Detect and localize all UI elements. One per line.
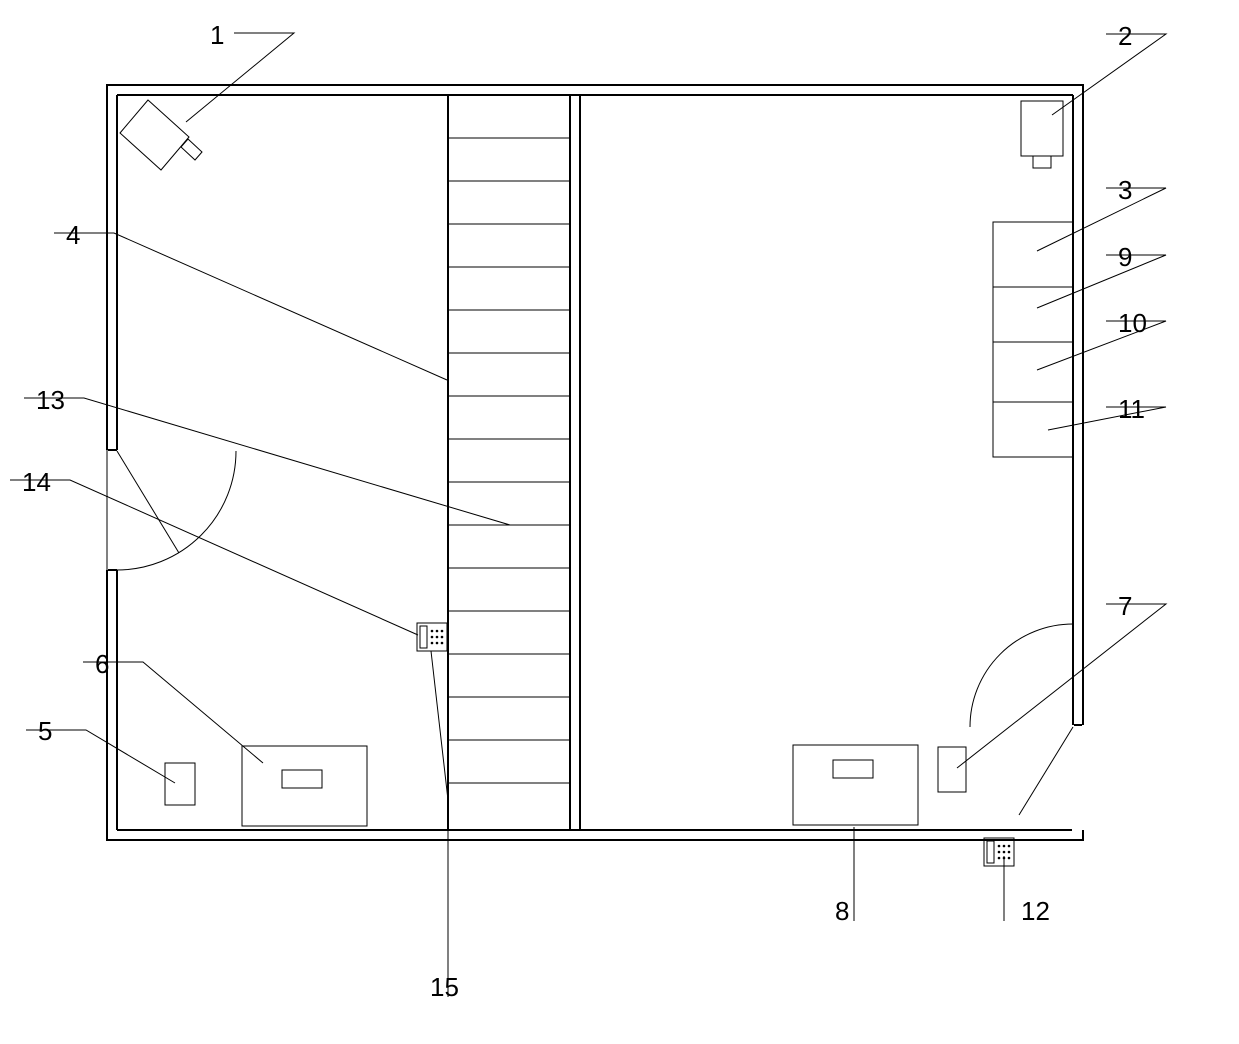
door-right-leaf: [1019, 727, 1073, 815]
leader-1: [1052, 34, 1166, 115]
door-right-gap: [1082, 725, 1084, 830]
leader-2: [1037, 188, 1166, 251]
fixture-small-right: [938, 747, 966, 792]
fixture-box-left-inner: [282, 770, 322, 788]
camera-right-body: [1021, 101, 1063, 156]
leader-3: [1037, 255, 1166, 308]
keypad-right-key: [1008, 851, 1011, 854]
leader-11: [10, 480, 418, 635]
leader-6: [957, 604, 1166, 768]
label-7: 7: [1118, 591, 1132, 621]
label-15: 15: [430, 972, 459, 1002]
camera-left-body: [120, 100, 189, 170]
label-11: 11: [1118, 394, 1145, 424]
keypad-right-key: [998, 857, 1001, 860]
leader-9: [83, 662, 263, 763]
label-13: 13: [36, 385, 65, 415]
keypad-right-key: [1003, 845, 1006, 848]
cabinet-outline: [993, 222, 1073, 457]
keypad-left-key: [431, 636, 434, 639]
keypad-right-key: [998, 845, 1001, 848]
keypad-left-key: [431, 642, 434, 645]
label-5: 5: [38, 716, 52, 746]
door-left-swing: [117, 451, 236, 570]
label-9: 9: [1118, 242, 1132, 272]
keypad-left-key: [431, 630, 434, 633]
keypad-right-key: [1008, 845, 1011, 848]
keypad-left-key: [441, 630, 444, 633]
label-3: 3: [1118, 175, 1132, 205]
keypad-right-key: [1003, 851, 1006, 854]
fixture-small-left: [165, 763, 195, 805]
leader-10: [24, 398, 510, 525]
label-8: 8: [835, 896, 849, 926]
keypad-left-key: [436, 636, 439, 639]
label-2: 2: [1118, 21, 1132, 51]
door-right-swing: [970, 624, 1073, 727]
keypad-right-screen: [987, 841, 994, 863]
label-12: 12: [1021, 896, 1050, 926]
fixture-box-right-inner: [833, 760, 873, 778]
door-left-gap: [107, 450, 108, 570]
keypad-left-key: [436, 630, 439, 633]
keypad-left-key: [441, 636, 444, 639]
keypad-left-key: [441, 642, 444, 645]
camera-right-lens: [1033, 156, 1051, 168]
label-4: 4: [66, 220, 80, 250]
label-10: 10: [1118, 308, 1147, 338]
leader-5: [1048, 407, 1166, 430]
leader-7: [54, 233, 447, 380]
room-outer-wall: [107, 85, 1083, 840]
fixture-box-left: [242, 746, 367, 826]
diagram-svg: 123456789101112131415: [0, 0, 1239, 1044]
label-1: 1: [210, 20, 224, 50]
keypad-left-key: [436, 642, 439, 645]
leader-0: [186, 33, 294, 122]
keypad-right-key: [1008, 857, 1011, 860]
label-6: 6: [95, 649, 109, 679]
keypad-left-screen: [420, 626, 427, 648]
door-right-inner-gap: [1072, 725, 1074, 832]
fixture-box-right: [793, 745, 918, 825]
door-left-leaf: [117, 451, 179, 553]
label-14: 14: [22, 467, 51, 497]
leader-14: [431, 651, 448, 997]
keypad-right-key: [998, 851, 1001, 854]
